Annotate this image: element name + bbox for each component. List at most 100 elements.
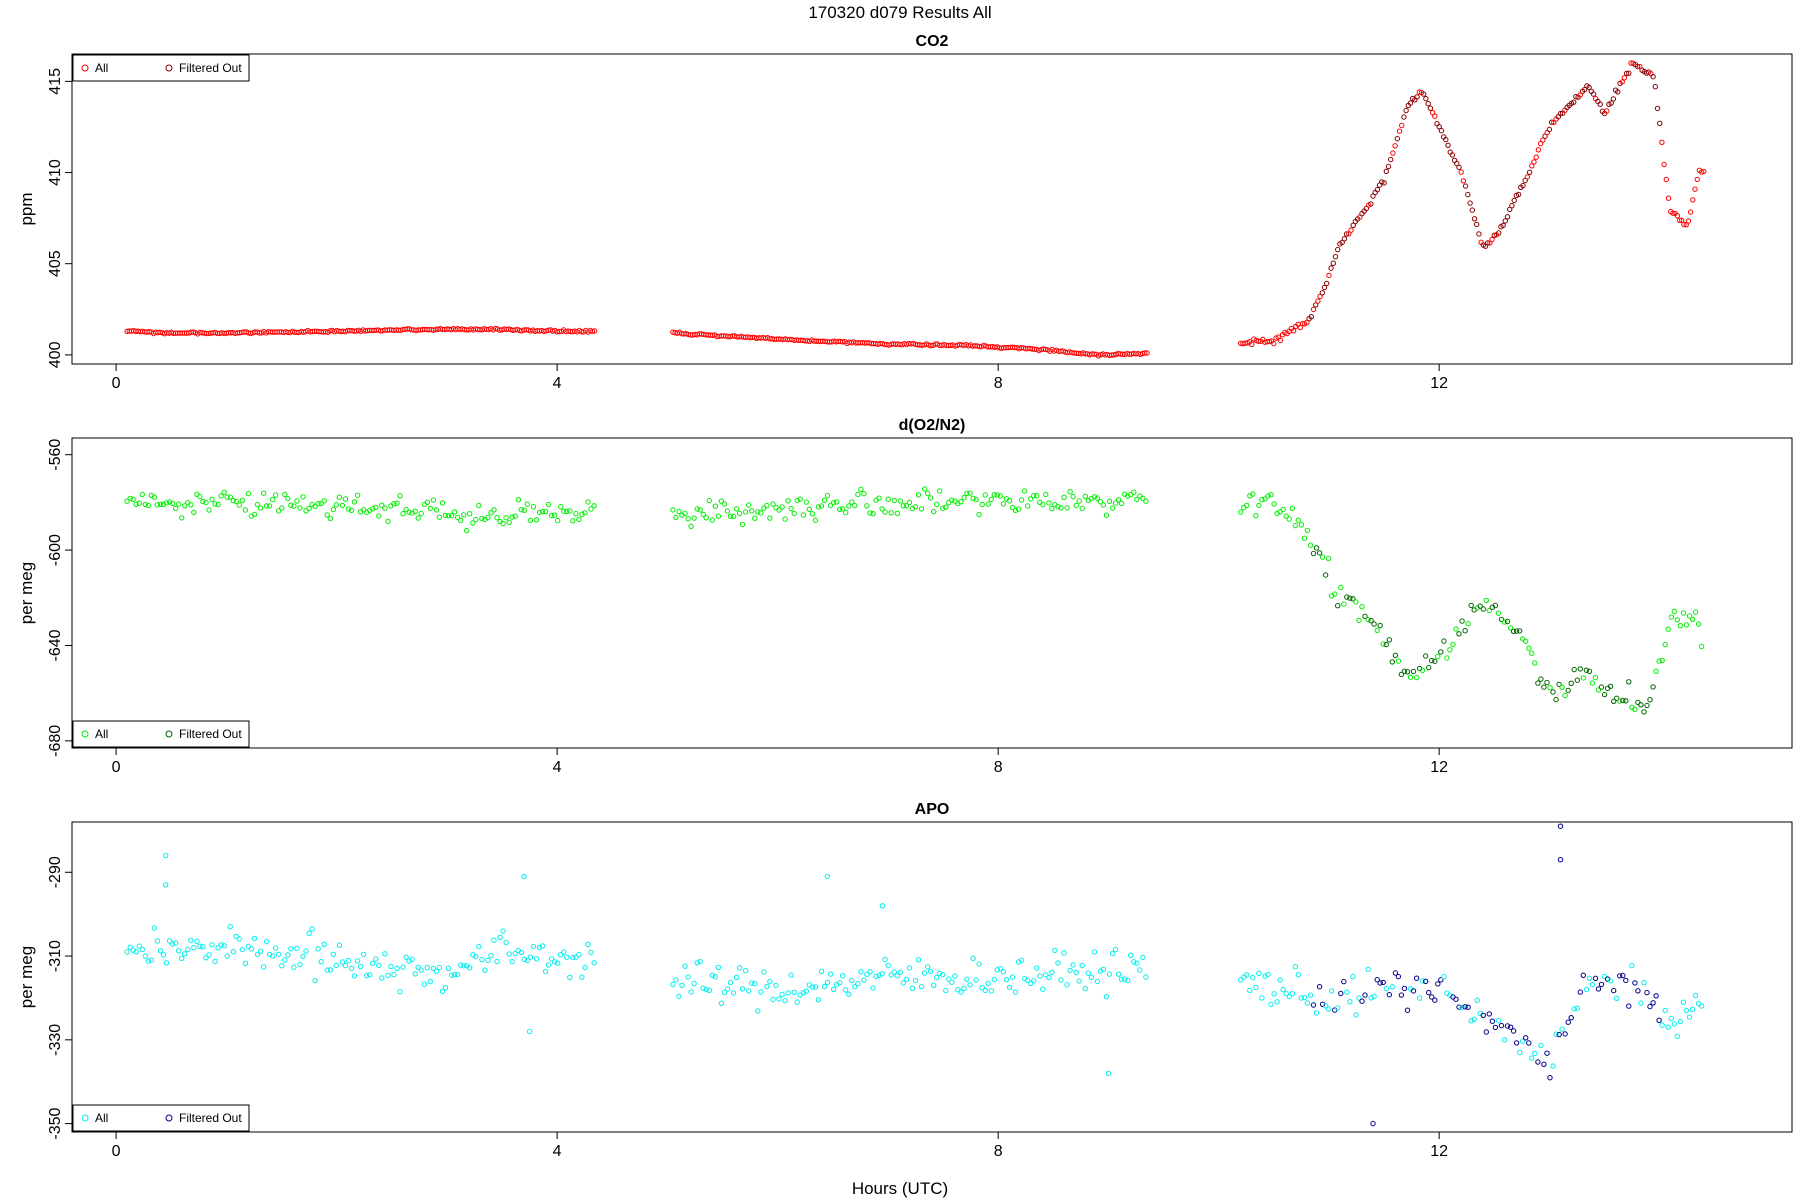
data-point: [536, 509, 543, 516]
data-point: [1635, 988, 1641, 994]
data-point: [1109, 505, 1116, 511]
data-point: [500, 520, 506, 527]
data-point: [182, 951, 188, 957]
data-point: [1271, 991, 1277, 997]
data-point: [415, 515, 421, 521]
figure-title: 170320 d079 Results All: [808, 3, 991, 22]
data-point: [767, 515, 773, 521]
data-point: [1617, 973, 1623, 979]
data-point: [1515, 191, 1522, 198]
data-point: [282, 957, 288, 963]
data-point: [1313, 1010, 1320, 1016]
data-point: [688, 989, 694, 995]
data-point: [688, 523, 694, 529]
data-point: [1055, 960, 1061, 966]
data-point: [321, 498, 327, 504]
data-point: [1109, 950, 1116, 957]
data-point: [1262, 496, 1268, 502]
data-point: [1644, 989, 1650, 996]
data-point: [291, 503, 297, 509]
legend-marker: [81, 64, 89, 72]
data-point: [1683, 622, 1690, 628]
data-point: [682, 510, 688, 516]
data-point: [906, 499, 913, 506]
data-point: [1513, 1040, 1520, 1046]
data-point: [588, 949, 594, 956]
y-tick-label: 405: [47, 250, 64, 277]
data-point: [564, 954, 570, 960]
data-point: [527, 954, 534, 960]
data-point: [900, 980, 906, 986]
data-point: [579, 974, 585, 980]
data-point: [1607, 978, 1614, 984]
data-point: [1541, 684, 1547, 690]
data-point: [154, 938, 161, 944]
data-point: [1619, 79, 1625, 85]
data-point: [1265, 493, 1271, 499]
data-point: [1304, 527, 1311, 534]
data-point: [212, 958, 218, 965]
data-point: [894, 973, 900, 979]
data-point: [1374, 187, 1381, 193]
data-point: [700, 985, 706, 991]
data-point: [1316, 984, 1323, 990]
x-tick-label: 8: [994, 759, 1003, 776]
data-point: [1128, 952, 1134, 958]
data-point: [1255, 338, 1262, 344]
data-point: [1399, 122, 1405, 129]
data-point: [824, 873, 830, 880]
data-point: [1265, 971, 1271, 978]
data-point: [1359, 998, 1365, 1004]
data-point: [1641, 709, 1647, 715]
data-point: [1504, 1023, 1511, 1029]
data-point: [1395, 973, 1402, 980]
data-point: [506, 951, 512, 957]
data-point: [1118, 976, 1125, 982]
data-point: [1465, 621, 1471, 627]
data-point: [521, 507, 527, 513]
data-point: [1031, 493, 1037, 499]
data-point: [721, 989, 728, 996]
data-point: [1538, 676, 1544, 682]
data-point: [1459, 1004, 1465, 1011]
data-point: [200, 944, 206, 950]
data-point: [139, 491, 146, 498]
data-point: [1055, 503, 1061, 510]
co2-panel-title: CO2: [916, 33, 949, 50]
data-point: [994, 967, 1000, 973]
data-point: [858, 969, 864, 975]
data-point: [1310, 550, 1317, 557]
data-point: [1319, 554, 1326, 560]
data-point: [1598, 981, 1605, 988]
data-point: [961, 985, 967, 992]
data-point: [1271, 501, 1277, 507]
data-point: [837, 506, 843, 512]
data-point: [1330, 260, 1337, 266]
data-point: [1586, 84, 1592, 91]
data-point: [870, 511, 876, 517]
data-point: [306, 930, 312, 936]
data-point: [946, 976, 952, 982]
data-point: [1468, 602, 1474, 609]
y-tick-label: -290: [47, 856, 64, 888]
data-point: [473, 516, 479, 523]
data-point: [749, 508, 755, 514]
data-point: [188, 937, 194, 944]
data-point: [1386, 637, 1393, 643]
data-point: [506, 519, 512, 526]
data-point: [1377, 622, 1383, 629]
data-point: [245, 490, 252, 497]
data-point: [1283, 513, 1289, 519]
data-point: [1462, 183, 1469, 189]
data-point: [791, 989, 797, 995]
data-point: [257, 505, 264, 511]
data-point: [315, 500, 321, 507]
data-point: [1374, 627, 1380, 633]
data-point: [276, 951, 282, 958]
legend-marker: [165, 1114, 173, 1122]
data-point: [1274, 999, 1280, 1005]
y-tick-label: -560: [47, 439, 64, 471]
data-point: [197, 943, 203, 949]
data-point: [348, 507, 355, 513]
data-point: [885, 962, 891, 969]
